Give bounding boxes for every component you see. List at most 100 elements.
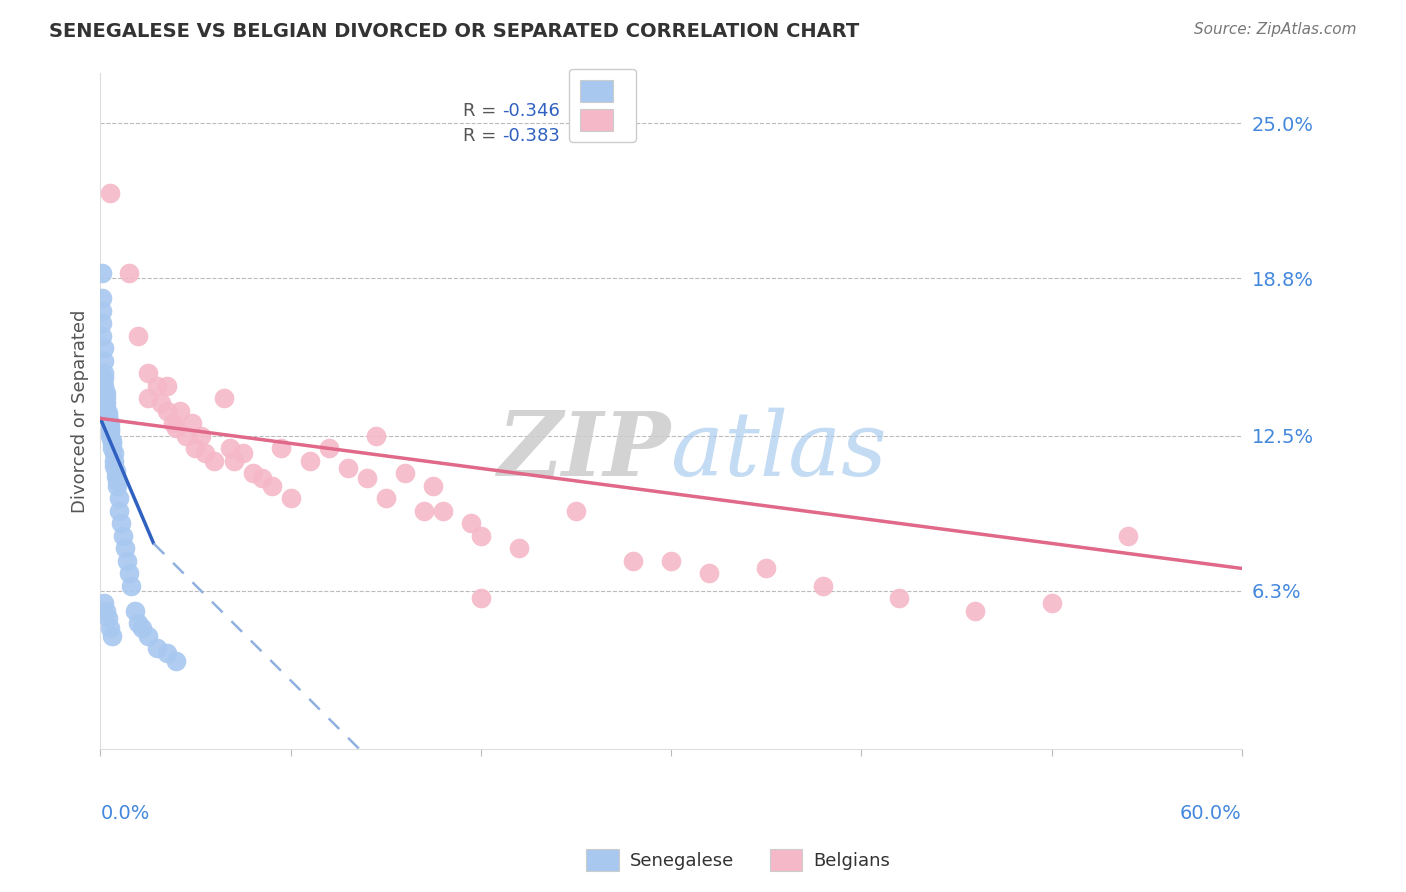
Point	[93, 371, 115, 385]
Point	[97, 406, 120, 420]
Point	[97, 409, 120, 423]
Point	[965, 604, 987, 618]
Point	[93, 342, 115, 356]
Text: R =: R =	[464, 102, 502, 120]
Point	[190, 429, 212, 443]
Point	[242, 467, 264, 481]
Point	[104, 469, 127, 483]
Legend: , : ,	[569, 69, 636, 142]
Legend: Senegalese, Belgians: Senegalese, Belgians	[579, 842, 897, 879]
Point	[98, 429, 121, 443]
Point	[103, 454, 125, 468]
Point	[115, 554, 138, 568]
Point	[118, 266, 141, 280]
Point	[250, 471, 273, 485]
Point	[470, 529, 492, 543]
Point	[169, 404, 191, 418]
Text: R =: R =	[464, 128, 502, 145]
Point	[1040, 597, 1063, 611]
Point	[156, 379, 179, 393]
Point	[110, 516, 132, 531]
Point	[366, 429, 388, 443]
Point	[204, 454, 226, 468]
Point	[146, 379, 169, 393]
Point	[124, 604, 146, 618]
Point	[108, 491, 131, 506]
Point	[98, 417, 121, 431]
Point	[136, 367, 159, 381]
Point	[150, 396, 173, 410]
Point	[112, 529, 135, 543]
Point	[432, 504, 454, 518]
Point	[470, 591, 492, 606]
Point	[460, 516, 482, 531]
Point	[280, 491, 302, 506]
Point	[1116, 529, 1139, 543]
Point	[91, 291, 114, 305]
Point	[165, 421, 187, 435]
Point	[218, 442, 240, 456]
Text: N =: N =	[579, 128, 620, 145]
Point	[136, 629, 159, 643]
Point	[91, 316, 114, 330]
Point	[127, 329, 149, 343]
Point	[298, 454, 321, 468]
Point	[107, 474, 129, 488]
Point	[93, 354, 115, 368]
Point	[131, 622, 153, 636]
Point	[94, 386, 117, 401]
Point	[93, 597, 115, 611]
Point	[94, 392, 117, 406]
Point	[127, 616, 149, 631]
Point	[98, 421, 121, 435]
Point	[336, 461, 359, 475]
Text: 60.0%: 60.0%	[1180, 804, 1241, 822]
Point	[184, 442, 207, 456]
Point	[212, 392, 235, 406]
Point	[118, 566, 141, 581]
Text: ZIP: ZIP	[498, 409, 671, 495]
Point	[103, 446, 125, 460]
Point	[98, 186, 121, 201]
Y-axis label: Divorced or Separated: Divorced or Separated	[72, 310, 89, 513]
Point	[108, 504, 131, 518]
Point	[93, 367, 115, 381]
Point	[697, 566, 720, 581]
Point	[270, 442, 292, 456]
Point	[98, 622, 121, 636]
Point	[91, 303, 114, 318]
Point	[94, 604, 117, 618]
Point	[114, 541, 136, 556]
Point	[260, 479, 283, 493]
Point	[162, 417, 184, 431]
Point	[100, 629, 122, 643]
Point	[565, 504, 588, 518]
Point	[165, 654, 187, 668]
Point	[374, 491, 396, 506]
Point	[412, 504, 434, 518]
Point	[97, 611, 120, 625]
Point	[232, 446, 254, 460]
Point	[156, 647, 179, 661]
Text: 52: 52	[612, 102, 634, 120]
Text: 0.0%: 0.0%	[100, 804, 149, 822]
Point	[146, 641, 169, 656]
Point	[91, 329, 114, 343]
Point	[813, 579, 835, 593]
Point	[356, 471, 378, 485]
Point	[621, 554, 644, 568]
Text: Source: ZipAtlas.com: Source: ZipAtlas.com	[1194, 22, 1357, 37]
Text: N =: N =	[579, 102, 620, 120]
Point	[103, 458, 125, 473]
Text: 51: 51	[612, 128, 634, 145]
Point	[659, 554, 682, 568]
Point	[94, 401, 117, 416]
Point	[394, 467, 416, 481]
Text: SENEGALESE VS BELGIAN DIVORCED OR SEPARATED CORRELATION CHART: SENEGALESE VS BELGIAN DIVORCED OR SEPARA…	[49, 22, 859, 41]
Point	[100, 434, 122, 448]
Point	[136, 392, 159, 406]
Point	[98, 424, 121, 438]
Point	[93, 384, 115, 398]
Point	[156, 404, 179, 418]
Point	[91, 266, 114, 280]
